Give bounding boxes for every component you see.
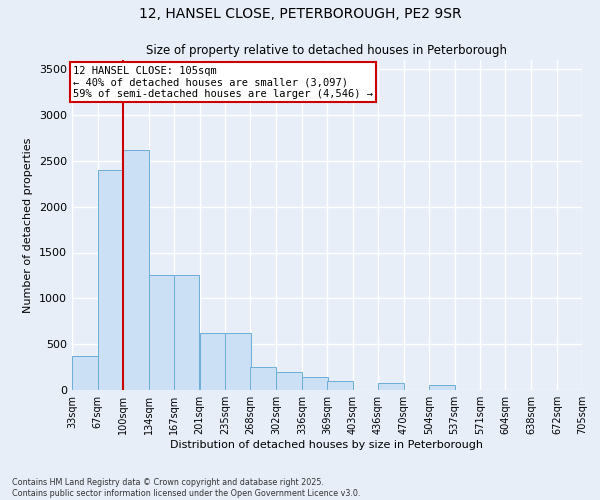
Bar [327, 381, 353, 390]
Bar [302, 376, 328, 390]
Text: 12, HANSEL CLOSE, PETERBOROUGH, PE2 9SR: 12, HANSEL CLOSE, PETERBOROUGH, PE2 9SR [139, 8, 461, 22]
Bar [123, 150, 149, 390]
Bar [98, 170, 124, 390]
X-axis label: Distribution of detached houses by size in Peterborough: Distribution of detached houses by size … [170, 440, 484, 450]
Title: Size of property relative to detached houses in Peterborough: Size of property relative to detached ho… [146, 44, 508, 58]
Text: 12 HANSEL CLOSE: 105sqm
← 40% of detached houses are smaller (3,097)
59% of semi: 12 HANSEL CLOSE: 105sqm ← 40% of detache… [73, 66, 373, 98]
Bar [250, 367, 276, 390]
Bar [199, 333, 226, 390]
Bar [276, 372, 302, 390]
Bar [430, 384, 455, 390]
Bar [173, 276, 199, 390]
Bar [149, 276, 175, 390]
Y-axis label: Number of detached properties: Number of detached properties [23, 138, 34, 312]
Bar [582, 388, 600, 390]
Bar [72, 356, 98, 390]
Text: Contains HM Land Registry data © Crown copyright and database right 2025.
Contai: Contains HM Land Registry data © Crown c… [12, 478, 361, 498]
Bar [226, 333, 251, 390]
Bar [378, 382, 404, 390]
